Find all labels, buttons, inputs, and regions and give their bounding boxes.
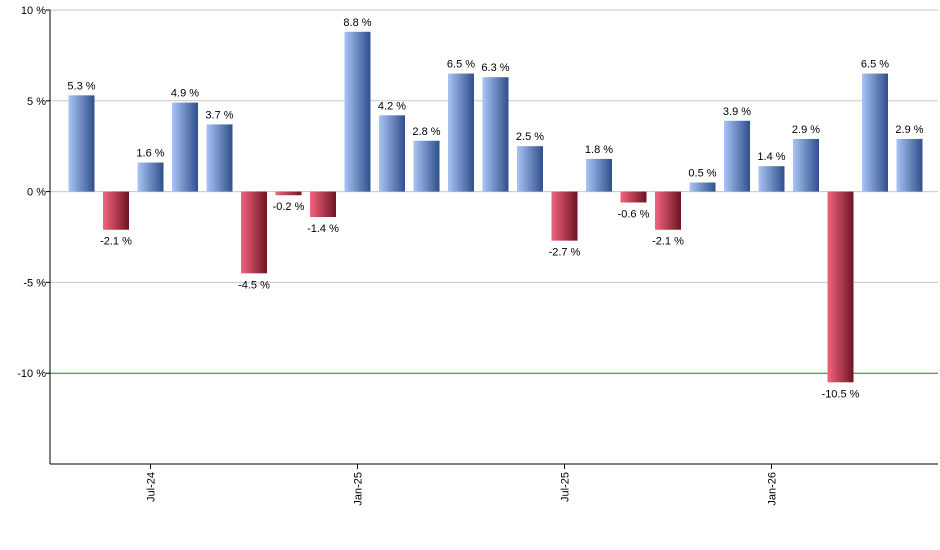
- bar: [344, 31, 371, 192]
- labels: 10 % 5 % 0 % -5 % -10 % 5.3 % -2.1 % 1.6 % 4.9 %…: [17, 5, 924, 506]
- bar: [448, 73, 474, 192]
- bar-value-label: 3.9 %: [723, 106, 751, 118]
- bar: [862, 73, 888, 192]
- bar-value-label: 1.6 %: [136, 148, 164, 160]
- bar-value-label: 0.5 %: [688, 168, 716, 180]
- bar-value-label: 5.3 %: [67, 80, 95, 92]
- bar: [241, 191, 267, 274]
- bar: [758, 166, 785, 192]
- y-tick-label: -5 %: [23, 277, 46, 289]
- bar-value-label: 6.3 %: [481, 62, 509, 74]
- y-tick-label: 10 %: [21, 5, 46, 17]
- bar: [793, 138, 819, 192]
- bar-value-label: -2.7 %: [549, 247, 581, 259]
- bar: [103, 191, 129, 230]
- bar: [206, 124, 233, 192]
- bar: [310, 191, 336, 218]
- bar: [413, 140, 440, 192]
- bar-value-label: -0.6 %: [618, 208, 650, 220]
- bar-value-label: -2.1 %: [652, 236, 684, 248]
- x-tick-label: Jan-25: [353, 472, 365, 506]
- bar-value-label: 1.4 %: [757, 151, 785, 163]
- bar: [172, 102, 198, 192]
- bar-value-label: 4.9 %: [171, 88, 199, 100]
- bar-value-label: 2.5 %: [516, 131, 544, 143]
- bar-value-label: 3.7 %: [205, 109, 233, 121]
- x-tick-label: Jul-25: [560, 472, 572, 502]
- x-tick-label: Jul-24: [146, 472, 158, 502]
- bar: [827, 191, 854, 383]
- bar-value-label: -2.1 %: [100, 236, 132, 248]
- bar-value-label: -0.2 %: [273, 201, 305, 213]
- bar-value-label: -4.5 %: [238, 279, 270, 291]
- bar-value-label: 1.8 %: [585, 144, 613, 156]
- bar-value-label: -10.5 %: [822, 388, 860, 400]
- axes: [46, 9, 938, 469]
- bar: [586, 158, 612, 192]
- bar: [517, 146, 543, 192]
- bar: [655, 191, 681, 230]
- bar-value-label: 2.8 %: [412, 126, 440, 138]
- bar: [620, 191, 647, 203]
- bar-value-label: -1.4 %: [307, 223, 339, 235]
- bar: [482, 77, 509, 192]
- bar: [379, 115, 405, 192]
- bar-value-label: 2.9 %: [792, 124, 820, 136]
- bar: [689, 182, 716, 192]
- bar-value-label: 6.5 %: [861, 59, 889, 71]
- y-tick-label: -10 %: [17, 368, 46, 380]
- y-tick-label: 0 %: [27, 187, 46, 199]
- bar-value-label: 2.9 %: [895, 124, 923, 136]
- bar-value-label: 6.5 %: [447, 59, 475, 71]
- bar-value-label: 4.2 %: [378, 100, 406, 112]
- bar: [551, 191, 578, 241]
- bar: [275, 191, 302, 196]
- y-tick-label: 5 %: [27, 96, 46, 108]
- bar: [68, 95, 95, 192]
- bar: [137, 162, 164, 192]
- bar-value-label: 8.8 %: [343, 17, 371, 29]
- bars: [68, 31, 923, 383]
- x-tick-label: Jan-26: [767, 472, 779, 506]
- bar: [724, 120, 750, 192]
- bar: [896, 138, 923, 192]
